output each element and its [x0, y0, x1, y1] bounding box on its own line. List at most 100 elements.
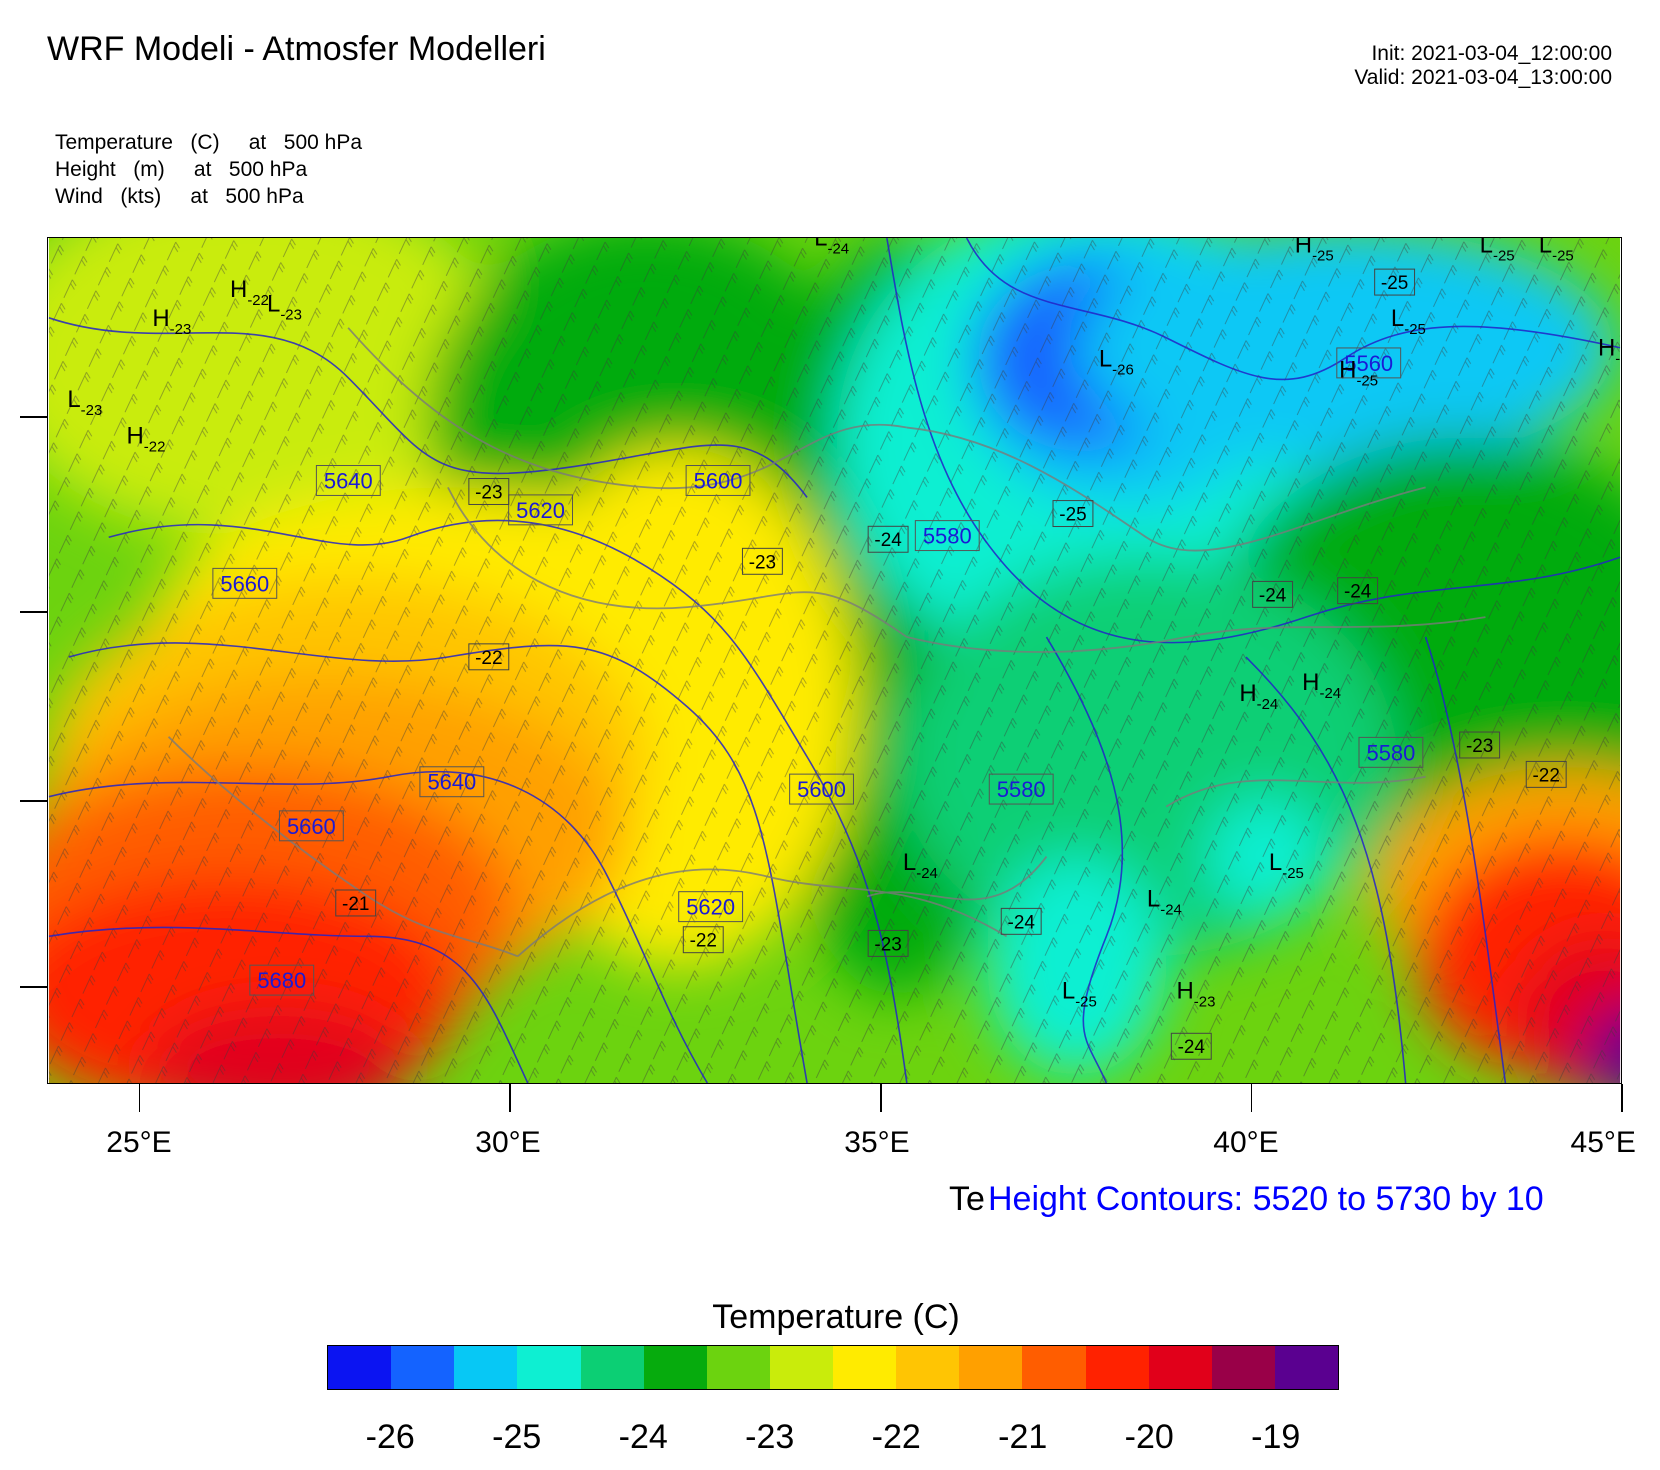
height-contour-value: 5640	[427, 770, 476, 795]
temperature-label: -25	[1052, 500, 1094, 528]
lon-label: 25°E	[106, 1126, 172, 1159]
low-center: L-23	[67, 386, 102, 419]
temperature-label: -24	[1337, 577, 1379, 605]
height-contour-value: 5600	[797, 777, 846, 802]
low-center: L-24	[1147, 886, 1182, 919]
high-center: H-23	[1176, 978, 1215, 1011]
height-contour-value: 5660	[287, 814, 336, 839]
lon-label: 45°E	[1570, 1126, 1636, 1159]
lon-tick	[509, 1084, 511, 1112]
temperature-value: -25	[1059, 505, 1086, 526]
temperature-value: -24	[1008, 912, 1035, 933]
high-center: H-25	[1295, 237, 1334, 265]
temperature-label: -24	[867, 525, 909, 553]
height-contour-value: 5580	[923, 524, 972, 549]
colorbar	[327, 1345, 1339, 1390]
temperature-label: -22	[468, 643, 510, 671]
field-level: 500 hPa	[283, 131, 363, 154]
temperature-value: -23	[475, 482, 502, 503]
field-row-wind: Wind (kts) at 500 hPa	[55, 185, 304, 209]
height-contour-label: 5560	[1336, 347, 1402, 379]
temperature-value: -23	[1466, 736, 1493, 757]
height-contour-value: 5580	[1367, 740, 1416, 765]
field-row-temperature: Temperature (C) at 500 hPa	[55, 131, 362, 155]
height-contour-label: 5580	[988, 773, 1054, 805]
field-row-height: Height (m) at 500 hPa	[55, 158, 307, 182]
height-contour-label: 5620	[678, 891, 744, 923]
field-unit: (C)	[190, 131, 220, 154]
field-level: 500 hPa	[228, 158, 308, 181]
lon-tick	[1250, 1084, 1253, 1112]
low-center: L-25	[1539, 237, 1574, 265]
field-unit: (kts)	[120, 185, 162, 208]
lat-tick	[20, 611, 47, 613]
temperature-label: -23	[468, 478, 510, 505]
colorbar-swatch	[454, 1346, 518, 1389]
truncated-label: Te	[949, 1180, 985, 1218]
lon-label: 40°E	[1213, 1126, 1279, 1159]
field-at: at	[248, 131, 267, 154]
colorbar-swatch	[391, 1346, 455, 1389]
temperature-value: -24	[1259, 585, 1286, 606]
temperature-value: -22	[690, 931, 717, 952]
field-at: at	[193, 158, 212, 181]
colorbar-swatch	[1022, 1346, 1086, 1389]
colorbar-label: -19	[1251, 1418, 1301, 1456]
temperature-value: -24	[874, 530, 901, 551]
height-contour-label: 5580	[1358, 736, 1424, 768]
height-contour-value: 5680	[257, 968, 306, 993]
height-contour-value: 5660	[220, 571, 269, 596]
lat-tick	[20, 986, 47, 988]
legend-title: Temperature (C)	[712, 1298, 960, 1336]
lat-tick	[20, 800, 47, 802]
pressure-centers: L-24H-25L-25L-25L-25H-24H-25L-26H-22L-23…	[67, 237, 1622, 1011]
lon-tick	[880, 1084, 882, 1112]
height-contour-note: Height Contours: 5520 to 5730 by 10	[988, 1180, 1544, 1219]
high-center: H-24	[1239, 680, 1278, 713]
colorbar-swatch	[643, 1346, 707, 1389]
colorbar-swatch	[833, 1346, 897, 1389]
height-contour-value: 5560	[1344, 351, 1393, 376]
field-name: Wind	[55, 185, 103, 208]
lon-label: 35°E	[844, 1126, 910, 1159]
temperature-label: -23	[1459, 731, 1501, 759]
temperature-label: -24	[1170, 1032, 1212, 1060]
temperature-value: -23	[749, 552, 776, 573]
high-center: H-24	[1598, 335, 1622, 368]
low-center: L-23	[267, 290, 302, 323]
low-center: L-26	[1099, 346, 1134, 379]
low-center: L-25	[1269, 849, 1304, 882]
colorbar-label: -22	[871, 1418, 921, 1456]
temperature-label: -21	[335, 889, 377, 917]
height-contour-value: 5600	[694, 468, 743, 493]
height-contour-label: 5600	[685, 465, 751, 496]
colorbar-swatch	[1211, 1346, 1275, 1389]
high-center: H-23	[152, 305, 191, 338]
low-center: L-24	[814, 237, 849, 257]
wind-barbs	[48, 238, 1621, 1083]
colorbar-swatch	[1274, 1346, 1338, 1389]
low-center: L-24	[903, 849, 938, 882]
colorbar-label: -26	[365, 1418, 415, 1456]
temperature-label: -24	[1252, 580, 1294, 608]
high-center: H-25	[1339, 357, 1378, 390]
low-center: L-25	[1391, 305, 1426, 338]
height-contour-label: 5660	[278, 810, 344, 842]
lon-tick	[1621, 1084, 1623, 1112]
height-contour-value: 5640	[324, 468, 373, 493]
temperature-label: -22	[682, 926, 724, 954]
height-contour-label: 5660	[212, 567, 278, 599]
temperature-label: -23	[741, 547, 783, 575]
height-contour-label: 5600	[789, 773, 854, 805]
high-center: H-22	[230, 276, 269, 309]
temperature-map: 5640 5620 5600 5660 5580 5560 5640 5660 5600 5580…	[47, 237, 1622, 1084]
height-contour-label: 5680	[249, 964, 315, 996]
temperature-value: -25	[1381, 273, 1408, 294]
colorbar-swatch	[1148, 1346, 1212, 1389]
colorbar-label: -21	[998, 1418, 1048, 1456]
valid-time: Valid: 2021-03-04_13:00:00	[1354, 66, 1612, 89]
field-level: 500 hPa	[225, 185, 304, 208]
colorbar-swatch	[580, 1346, 644, 1389]
lon-label: 30°E	[475, 1126, 541, 1159]
temperature-value: -22	[475, 648, 502, 669]
